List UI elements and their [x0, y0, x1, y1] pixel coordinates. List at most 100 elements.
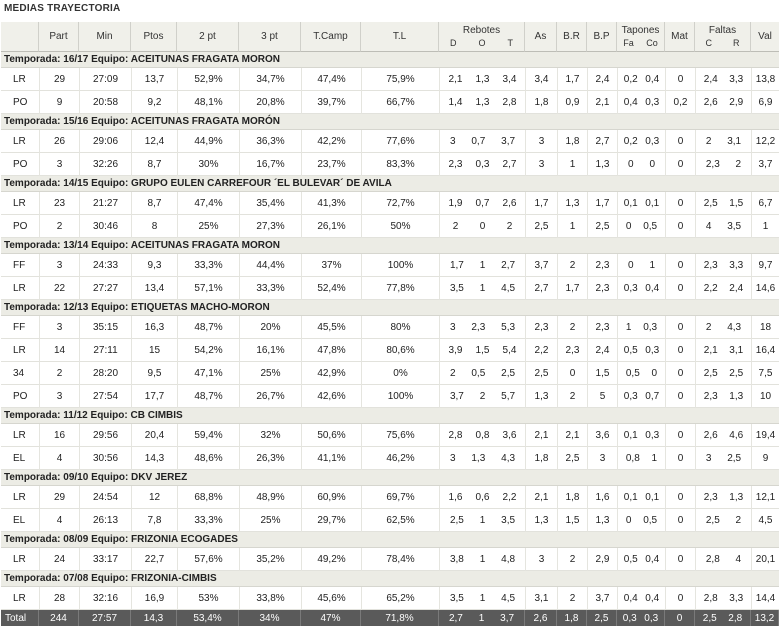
mat-cell: 0 — [665, 385, 695, 408]
rebotes-cell-values: 2 0,5 2,5 — [440, 368, 525, 379]
mat-cell: 0,2 — [665, 91, 695, 114]
cell-value: 2,5 — [449, 514, 464, 526]
rebotes-cell: 3 2,3 5,3 — [439, 316, 525, 339]
faltas-cell-values: 2,5 2,5 — [696, 368, 751, 379]
rebotes-cell: 3,5 1 4,5 — [439, 587, 525, 610]
tapones-cell: 0,5 0,3 — [617, 339, 665, 362]
cell-value: 3,5 — [727, 220, 742, 232]
min-cell: 24:33 — [79, 254, 131, 277]
mat-cell: 0 — [665, 153, 695, 176]
min-cell: 30:56 — [79, 447, 131, 470]
cell-value: 0,3 — [623, 282, 638, 294]
tl-cell: 80% — [361, 316, 439, 339]
tcamp-cell: 42,9% — [301, 362, 361, 385]
bp-cell: 3,6 — [587, 424, 617, 447]
as-cell: 2,1 — [525, 424, 557, 447]
3pt-cell: 20% — [239, 316, 301, 339]
faltas-cell-values: 2 4,3 — [696, 322, 751, 333]
part-cell: 29 — [39, 486, 79, 509]
rebotes-cell-values: 3,8 1 4,8 — [440, 554, 525, 565]
col-header-bp: B.P — [587, 22, 617, 52]
cell-value: 0 — [649, 158, 656, 170]
cell-value: 2,5 — [727, 452, 742, 464]
bp-cell: 3 — [587, 447, 617, 470]
ptos-cell: 22,7 — [131, 548, 177, 571]
cell-value: 2,8 — [728, 612, 743, 624]
cell-value: 2,3 — [703, 390, 718, 402]
cell-value: 2,8 — [703, 592, 718, 604]
cell-value: 0,5 — [643, 220, 658, 232]
tapones-cell: 0,5 0 — [617, 362, 665, 385]
team-cell: LR — [1, 548, 39, 571]
season-label: Temporada: 08/09 Equipo: FRIZONIA ECOGAD… — [1, 532, 779, 548]
val-cell: 16,4 — [751, 339, 779, 362]
cell-value: 3,1 — [729, 344, 744, 356]
season-header-row: Temporada: 08/09 Equipo: FRIZONIA ECOGAD… — [1, 532, 779, 548]
val-cell: 4,5 — [751, 509, 779, 532]
tl-cell: 77,6% — [361, 130, 439, 153]
table-row: LR 29 24:54 12 68,8% 48,9% 60,9% 69,7% 1,6 0,6 2,2… — [1, 486, 779, 509]
stats-table: Part Min Ptos 2 pt 3 pt T.Camp T.L Rebot… — [1, 22, 779, 626]
tl-cell: 71,8% — [361, 610, 439, 626]
faltas-cell: 2,3 3,3 — [695, 254, 751, 277]
faltas-cell: 2,8 3,3 — [695, 587, 751, 610]
mat-cell: 0 — [665, 548, 695, 571]
mat-cell: 0 — [665, 215, 695, 238]
col-header-as: As — [525, 22, 557, 52]
cell-value: 2,3 — [703, 491, 718, 503]
sub-c: C — [705, 38, 713, 48]
min-cell: 27:54 — [79, 385, 131, 408]
part-cell: 26 — [39, 130, 79, 153]
val-cell: 3,7 — [751, 153, 779, 176]
cell-value: 1,3 — [729, 390, 744, 402]
faltas-cell-values: 2,6 2,9 — [696, 97, 751, 108]
cell-value: 1 — [479, 592, 486, 604]
2pt-cell: 47,4% — [177, 192, 239, 215]
sub-t: T — [507, 38, 513, 48]
rebotes-cell-values: 3,5 1 4,5 — [440, 283, 525, 294]
ptos-cell: 9,5 — [131, 362, 177, 385]
cell-value: 0 — [627, 259, 634, 271]
min-cell: 33:17 — [79, 548, 131, 571]
cell-value: 2 — [449, 367, 456, 379]
bp-cell: 1,3 — [587, 153, 617, 176]
tcamp-cell: 47,4% — [301, 68, 361, 91]
season-header-row: Temporada: 15/16 Equipo: ACEITUNAS FRAGA… — [1, 114, 779, 130]
faltas-cell-values: 2,3 2 — [696, 159, 751, 170]
cell-value: 1,3 — [475, 96, 490, 108]
cell-value: 1,4 — [448, 96, 463, 108]
tapones-cell: 0,3 0,4 — [617, 277, 665, 300]
season-label: Temporada: 07/08 Equipo: FRIZONIA-CIMBIS — [1, 571, 779, 587]
total-row: Total 244 27:57 14,3 53,4% 34% 47% 71,8% 2,7 1 3,7… — [1, 610, 779, 626]
col-header-br: B.R — [557, 22, 587, 52]
cell-value: 3,5 — [449, 592, 464, 604]
cell-value: 3 — [449, 452, 456, 464]
cell-value: 0,4 — [645, 553, 660, 565]
tapones-cell-values: 1 0,3 — [618, 322, 665, 333]
cell-value: 1,6 — [448, 491, 463, 503]
3pt-cell: 48,9% — [239, 486, 301, 509]
tapones-cell: 1 0,3 — [617, 316, 665, 339]
cell-value: 3,6 — [502, 429, 517, 441]
rebotes-cell-values: 1,6 0,6 2,2 — [440, 492, 525, 503]
table-row: PO 9 20:58 9,2 48,1% 20,8% 39,7% 66,7% 1,4 1,3 2,8… — [1, 91, 779, 114]
cell-value: 3,3 — [729, 592, 744, 604]
table-row: LR 28 32:16 16,9 53% 33,8% 45,6% 65,2% 3,5 1 4,5 3,… — [1, 587, 779, 610]
faltas-cell: 2,5 2,5 — [695, 362, 751, 385]
val-cell: 18 — [751, 316, 779, 339]
val-cell: 1 — [751, 215, 779, 238]
table-row: EL 4 26:13 7,8 33,3% 25% 29,7% 62,5% 2,5 1 3,5 1,3 1… — [1, 509, 779, 532]
cell-value: 2,5 — [703, 197, 718, 209]
part-cell: 28 — [39, 587, 79, 610]
sub-fa: Fa — [623, 38, 634, 48]
cell-value: 0,3 — [645, 96, 660, 108]
rebotes-cell: 2,7 1 3,7 — [439, 610, 525, 626]
tl-cell: 83,3% — [361, 153, 439, 176]
rebotes-cell-values: 1,4 1,3 2,8 — [440, 97, 525, 108]
faltas-cell-values: 2,2 2,4 — [696, 283, 751, 294]
br-cell: 0 — [557, 362, 587, 385]
tl-cell: 66,7% — [361, 91, 439, 114]
team-cell: PO — [1, 215, 39, 238]
